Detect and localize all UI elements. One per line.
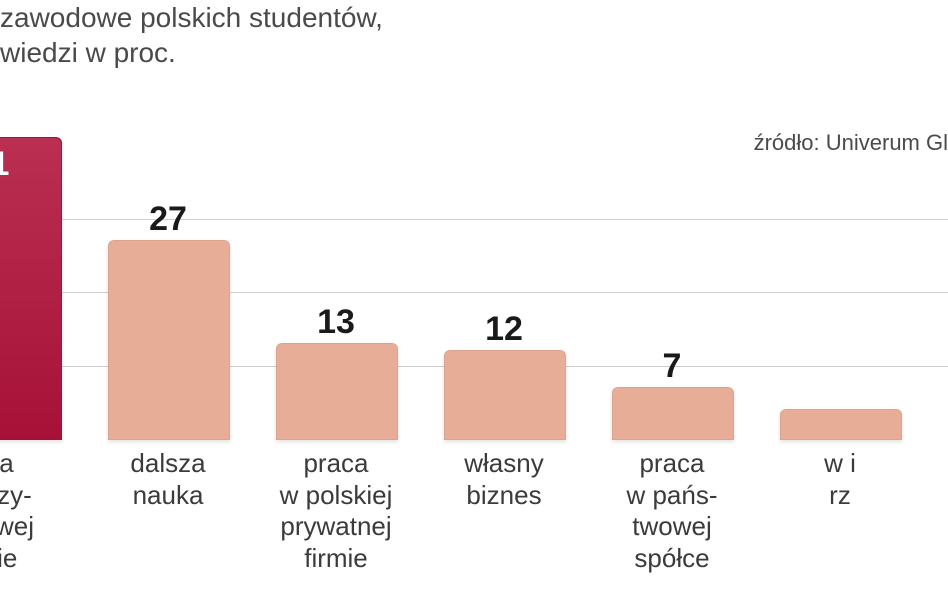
bar-value-label: 1: [0, 147, 60, 181]
chart-bar: [108, 240, 230, 440]
chart-container: zawodowe polskich studentów, wiedzi w pr…: [0, 0, 948, 593]
bar-category-label: praca w polskiej prywatnej firmie: [256, 448, 416, 575]
chart-bar: [276, 343, 398, 440]
chart-plot-area: 12713127: [0, 110, 948, 440]
chart-title-line1: zawodowe polskich studentów,: [0, 0, 383, 35]
chart-bar: [612, 387, 734, 440]
bar-category-label: dalsza nauka: [88, 448, 248, 511]
chart-bar: [0, 137, 62, 440]
bar-value-label: 13: [276, 305, 396, 339]
bar-category-label: w i rz: [760, 448, 920, 511]
bar-category-label: ca ędzy- dowej nie: [0, 448, 80, 575]
bar-category-label: własny biznes: [424, 448, 584, 511]
chart-title-line2: wiedzi w proc.: [0, 35, 383, 70]
bar-category-label: praca w pańs- twowej spółce: [592, 448, 752, 575]
chart-bar: [444, 350, 566, 440]
bar-value-label: 12: [444, 312, 564, 346]
bar-value-label: 27: [108, 202, 228, 236]
bar-value-label: 7: [612, 349, 732, 383]
chart-bar: [780, 409, 902, 440]
chart-title: zawodowe polskich studentów, wiedzi w pr…: [0, 0, 383, 70]
